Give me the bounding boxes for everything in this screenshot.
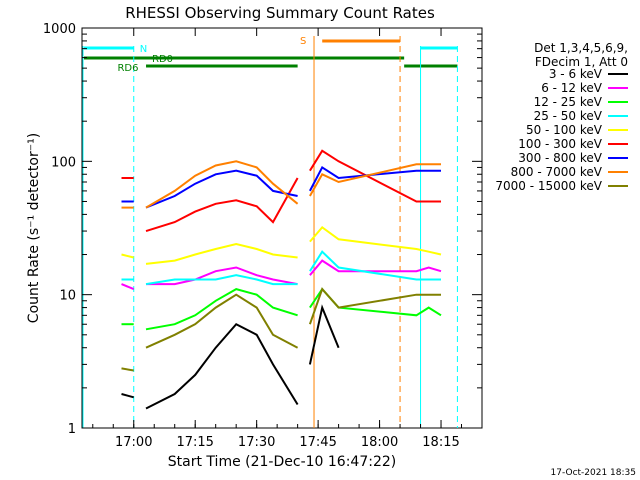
x-tick-label: 17:00: [115, 435, 152, 450]
series-layer: [121, 149, 442, 410]
series-line-7: [145, 160, 299, 209]
series-line-8: [121, 367, 134, 372]
flag-label-RD0: RD0: [152, 54, 173, 65]
legend-label: 800 - 7000 keV: [511, 165, 603, 179]
x-tick-label: 17:45: [299, 435, 336, 450]
flag-label-RD6: RD6: [117, 63, 138, 74]
series-line-4: [309, 225, 442, 256]
series-line-5: [309, 149, 441, 203]
chart-title: RHESSI Observing Summary Count Rates: [125, 4, 435, 22]
flag-layer: N S RD0 RD6: [82, 36, 458, 428]
series-line-0: [121, 393, 134, 399]
series-line-3: [145, 274, 298, 286]
footer-date: 17-Oct-2021 18:35: [551, 468, 636, 478]
axes-layer: 17:00 17:15 17:30 17:45 18:00 18:15 1 10 100 1000: [43, 22, 483, 450]
series-line-8: [308, 287, 441, 325]
legend-label: 7000 - 15000 keV: [495, 179, 602, 193]
series-line-6: [145, 169, 298, 209]
series-line-1: [121, 283, 135, 291]
legend: Det 1,3,4,5,6,9, FDecim 1, Att 0 3 - 6 k…: [495, 41, 628, 193]
x-tick-label: 18:15: [422, 435, 459, 450]
flag-label-N: N: [140, 44, 147, 55]
series-line-3: [309, 250, 441, 281]
x-tick-label: 17:30: [238, 435, 275, 450]
legend-header-1: Det 1,3,4,5,6,9,: [534, 41, 628, 55]
legend-label: 300 - 800 keV: [518, 151, 602, 165]
y-tick-label: 1000: [43, 22, 76, 37]
legend-label: 3 - 6 keV: [549, 67, 603, 81]
y-axis-label: Count Rate (s⁻¹ detector⁻¹): [26, 133, 42, 323]
series-line-8: [145, 293, 299, 349]
y-tick-label: 1: [68, 422, 76, 437]
legend-label: 100 - 300 keV: [518, 137, 602, 151]
y-tick-label: 10: [59, 289, 76, 304]
legend-label: 50 - 100 keV: [526, 123, 603, 137]
series-line-0: [308, 304, 340, 365]
legend-header-2: FDecim 1, Att 0: [535, 55, 628, 69]
flag-label-S: S: [300, 36, 306, 47]
series-line-5: [145, 177, 299, 233]
legend-label: 25 - 50 keV: [534, 109, 603, 123]
series-line-1: [309, 259, 442, 276]
plot-frame: [81, 27, 483, 429]
series-line-6: [309, 165, 441, 192]
series-line-7: [309, 163, 441, 197]
series-line-1: [146, 266, 298, 286]
series-line-4: [121, 253, 134, 259]
x-axis-label: Start Time (21-Dec-10 16:47:22): [168, 454, 396, 470]
x-tick-label: 17:15: [176, 435, 213, 450]
legend-label: 6 - 12 keV: [541, 81, 603, 95]
y-tick-label: 100: [51, 155, 76, 170]
series-line-2: [145, 288, 298, 331]
legend-label: 12 - 25 keV: [534, 95, 603, 109]
series-line-4: [145, 242, 298, 265]
x-tick-label: 18:00: [361, 435, 398, 450]
series-line-0: [145, 322, 299, 410]
